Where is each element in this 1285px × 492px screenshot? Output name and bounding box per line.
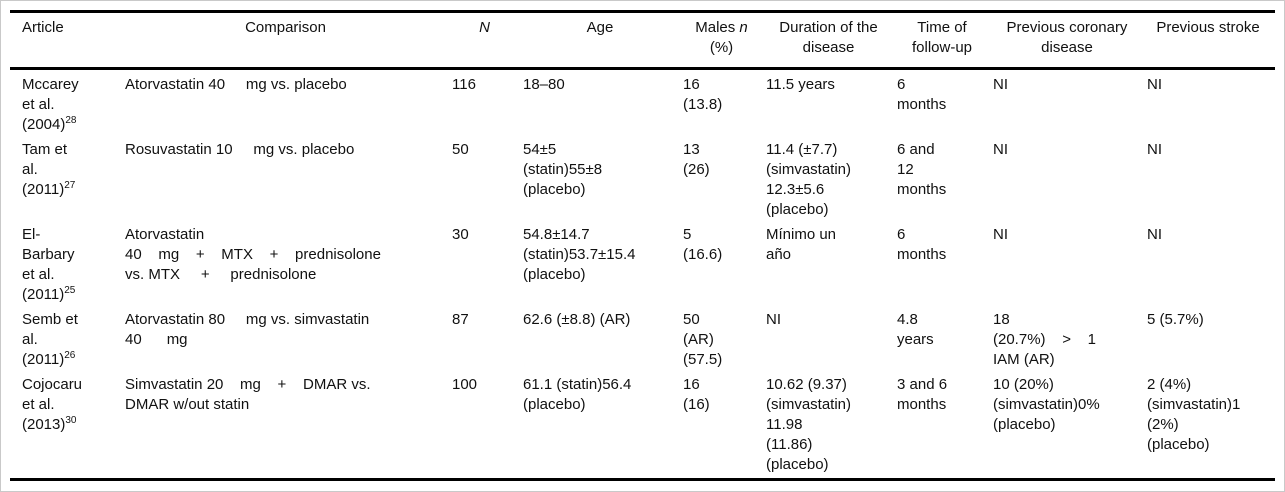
header-n-label: N [479,19,490,36]
cell-prev-coronary: 18 (20.7%) > 1 IAM (AR) [993,311,1096,368]
cell-article: Mccarey et al. (2004)28 [10,70,125,135]
header-followup: Time of follow-up [911,19,973,56]
header-prev-coronary: Previous coronary disease [1006,19,1128,56]
cell-prev-stroke: 5 (5.7%) [1147,311,1204,328]
header-comparison: Comparison [245,19,326,36]
cell-age: 54±5 (statin)55±8 (placebo) [523,141,603,198]
cell-n: 87 [452,311,469,328]
citation-ref-superscript: 26 [64,350,76,361]
cell-comparison: Atorvastatin 40 mg vs. placebo [125,76,347,93]
cell-duration: Mínimo un año [766,226,837,263]
citation-ref-superscript: 27 [64,180,76,191]
table-row-mccarey: Mccarey et al. (2004)28 Atorvastatin 40 … [10,70,1275,135]
cell-n: 116 [452,76,476,93]
header-males-n: n [739,19,748,36]
cell-duration: 11.5 years [766,76,835,93]
cell-n: 30 [452,226,469,243]
cell-prev-stroke: NI [1147,226,1162,243]
cell-males: 16 (16) [683,376,710,413]
cell-prev-stroke: NI [1147,76,1162,93]
cell-males: 16 (13.8) [683,76,723,113]
cell-comparison: Rosuvastatin 10 mg vs. placebo [125,141,355,158]
cell-males: 13 (26) [683,141,710,178]
header-males-prefix: Males [695,19,740,36]
header-males-suffix: (%) [709,39,734,56]
cell-followup: 6 months [897,76,947,113]
table-row-semb: Semb et al. (2011)26 Atorvastatin 80 mg … [10,305,1275,370]
cell-age: 18–80 [523,76,565,93]
cell-article: Semb et al. (2011)26 [10,305,125,370]
cell-age: 54.8±14.7 (statin)53.7±15.4 (placebo) [523,226,636,283]
header-age: Age [586,19,614,36]
cell-prev-coronary: NI [993,226,1008,243]
table-row-cojocaru: Cojocaru et al. (2013)30 Simvastatin 20 … [10,370,1275,478]
cell-duration: NI [766,311,781,328]
cell-age: 61.1 (statin)56.4 (placebo) [523,376,632,413]
cell-article: El- Barbary et al. (2011)25 [10,220,125,305]
cell-duration: 10.62 (9.37) (simvastatin) 11.98 (11.86)… [766,376,852,473]
cell-prev-coronary: 10 (20%) (simvastatin)0% (placebo) [993,376,1100,433]
cell-comparison: Simvastatin 20 mg + DMAR vs. DMAR w/out … [125,376,371,413]
cell-males: 5 (16.6) [683,226,723,263]
header-n: N [452,18,523,58]
cell-males: 50 (AR) (57.5) [683,311,723,368]
article-citation: Mccarey et al. (2004) [22,76,79,133]
table-row-el-barbary: El- Barbary et al. (2011)25 Atorvastatin… [10,220,1275,305]
cell-prev-coronary: NI [993,76,1008,93]
cell-prev-coronary: NI [993,141,1008,158]
cell-article: Cojocaru et al. (2013)30 [10,370,125,475]
cell-article: Tam et al. (2011)27 [10,135,125,220]
study-characteristics-table: Article Comparison N Age Males n (%) Dur… [10,10,1275,481]
article-citation: Tam et al. (2011) [22,141,68,198]
table-header-row: Article Comparison N Age Males n (%) Dur… [10,13,1275,70]
citation-ref-superscript: 28 [65,115,77,126]
cell-followup: 4.8 years [897,311,934,348]
cell-followup: 6 months [897,226,947,263]
citation-ref-superscript: 25 [64,285,76,296]
cell-comparison: Atorvastatin 80 mg vs. simvastatin 40 mg [125,311,370,348]
cell-duration: 11.4 (±7.7) (simvastatin) 12.3±5.6 (plac… [766,141,852,218]
cell-followup: 3 and 6 months [897,376,948,413]
cell-n: 50 [452,141,469,158]
header-prev-stroke: Previous stroke [1156,19,1260,36]
table-body: Mccarey et al. (2004)28 Atorvastatin 40 … [10,70,1275,481]
cell-prev-stroke: NI [1147,141,1162,158]
cell-age: 62.6 (±8.8) (AR) [523,311,631,328]
article-citation: El- Barbary et al. (2011) [22,226,75,303]
article-citation: Cojocaru et al. (2013) [22,376,83,433]
cell-prev-stroke: 2 (4%) (simvastatin)1 (2%) (placebo) [1147,376,1241,453]
citation-ref-superscript: 30 [65,415,77,426]
cell-n: 100 [452,376,478,393]
article-citation: Semb et al. (2011) [22,311,78,368]
header-duration: Duration of the disease [779,19,878,56]
header-article: Article [22,19,64,36]
cell-followup: 6 and 12 months [897,141,947,198]
header-males: Males n (%) [683,18,766,58]
table-row-tam: Tam et al. (2011)27 Rosuvastatin 10 mg v… [10,135,1275,220]
cell-comparison: Atorvastatin 40 mg + MTX + prednisolone … [125,226,381,283]
